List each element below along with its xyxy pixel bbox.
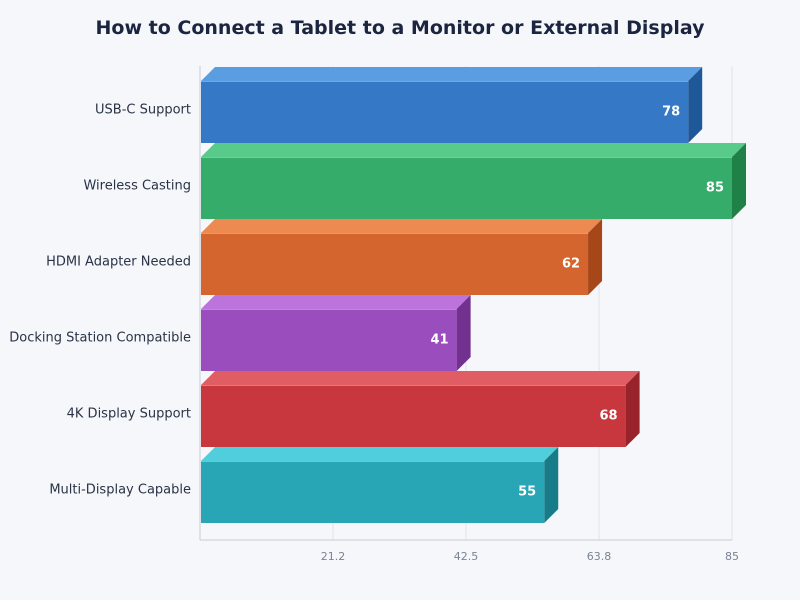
bar <box>201 295 471 371</box>
category-label: USB-C Support <box>95 103 191 118</box>
category-label: Docking Station Compatible <box>9 331 191 346</box>
bar-front-face <box>201 157 732 219</box>
bar <box>201 371 640 447</box>
bar-front-face <box>201 461 545 523</box>
bar-top-face <box>201 371 640 385</box>
category-label: HDMI Adapter Needed <box>46 255 191 270</box>
bar <box>201 67 703 143</box>
bar <box>201 219 603 295</box>
category-label: Multi-Display Capable <box>49 483 191 498</box>
bar-side-face <box>456 295 471 371</box>
bar-top-face <box>201 447 559 461</box>
value-label: 78 <box>662 105 680 120</box>
value-labels: 78 85 62 41 68 55 <box>431 105 724 500</box>
value-label: 68 <box>600 409 618 424</box>
bar-front-face <box>201 309 457 371</box>
bar-front-face <box>201 81 689 143</box>
bars <box>201 67 746 523</box>
bar-top-face <box>201 67 703 81</box>
axes <box>199 66 732 541</box>
x-tick-label: 21.2 <box>321 550 346 563</box>
chart-title: How to Connect a Tablet to a Monitor or … <box>96 17 706 39</box>
x-tick-label: 85 <box>725 550 739 563</box>
bar-front-face <box>201 233 589 295</box>
category-label: Wireless Casting <box>83 179 191 194</box>
value-label: 85 <box>706 181 724 196</box>
bar-top-face <box>201 295 471 309</box>
bar-side-face <box>688 67 703 143</box>
bar-side-face <box>625 371 640 447</box>
category-labels: USB-C Support Wireless Casting HDMI Adapte… <box>9 103 191 498</box>
bar-front-face <box>201 385 626 447</box>
x-tick-label: 42.5 <box>454 550 479 563</box>
category-label: 4K Display Support <box>67 407 191 422</box>
value-label: 41 <box>431 333 449 348</box>
x-tick-labels: 21.2 42.5 63.8 85 <box>321 550 739 563</box>
bar-side-face <box>732 143 746 219</box>
x-tick-label: 63.8 <box>587 550 612 563</box>
bar-top-face <box>201 143 746 157</box>
bar <box>201 447 559 523</box>
bar-side-face <box>588 219 603 295</box>
value-label: 62 <box>562 257 580 272</box>
value-label: 55 <box>518 485 536 500</box>
bar-top-face <box>201 219 603 233</box>
bar-side-face <box>544 447 559 523</box>
bar <box>201 143 746 219</box>
